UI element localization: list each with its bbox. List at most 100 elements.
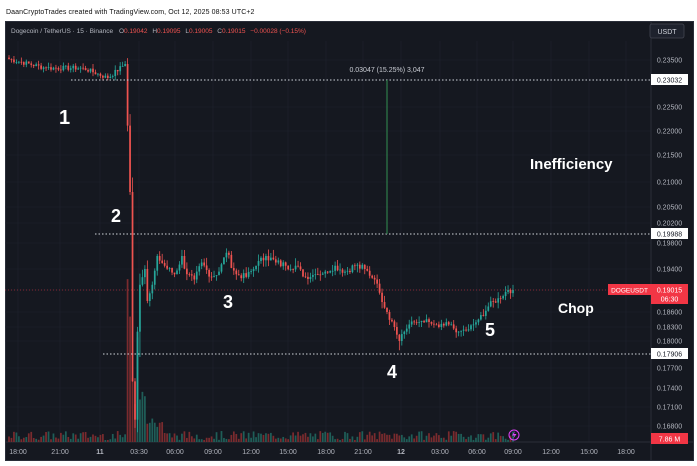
- volume-bar: [69, 438, 72, 442]
- volume-bar: [284, 438, 287, 442]
- y-tick-label: 0.19400: [657, 267, 682, 274]
- volume-bar: [492, 432, 495, 442]
- candle-body: [316, 274, 319, 276]
- volume-bar: [472, 439, 475, 442]
- annotation-4: 4: [387, 362, 397, 382]
- candle-body: [405, 328, 408, 332]
- candle-body: [499, 298, 502, 300]
- volume-bar: [198, 439, 201, 442]
- svg-text:0.19015: 0.19015: [657, 288, 682, 295]
- volume-bar: [37, 439, 40, 442]
- candle-body: [358, 264, 361, 269]
- volume-bar: [97, 437, 99, 442]
- candle-body: [368, 270, 371, 276]
- volume-bar: [121, 437, 124, 442]
- volume-bar: [499, 435, 502, 442]
- volume-bar: [341, 438, 344, 442]
- candle-body: [299, 266, 302, 270]
- price-tag-lower: 0.17906: [651, 348, 688, 359]
- volume-bar: [111, 433, 114, 442]
- candle-body: [13, 59, 15, 63]
- volume-bar: [460, 433, 462, 442]
- candle-body: [442, 323, 445, 326]
- svg-text:7.86 M: 7.86 M: [659, 437, 681, 444]
- candle-body: [354, 265, 356, 267]
- candle-body: [106, 75, 109, 78]
- volume-bar: [294, 435, 297, 442]
- volume-bar: [62, 434, 65, 442]
- candle-body: [351, 265, 354, 273]
- volume-bar: [465, 439, 467, 442]
- candle-body: [146, 269, 149, 301]
- volume-bar: [215, 432, 218, 442]
- currency-button[interactable]: USDT: [649, 23, 685, 39]
- x-tick-label: 06:00: [468, 449, 486, 456]
- y-tick-label: 0.20500: [657, 205, 682, 212]
- candle-body: [230, 254, 233, 268]
- candle-body: [240, 275, 243, 279]
- candlestick-chart[interactable]: 0.03047 (15.25%) 3,047 Dogecoin / Tether…: [5, 21, 694, 461]
- candle-body: [393, 321, 396, 327]
- price-tag-mid: 0.19988: [651, 228, 688, 239]
- candle-body: [109, 76, 112, 78]
- volume-bar: [52, 433, 55, 442]
- volume-bar: [287, 439, 290, 442]
- volume-bar: [274, 438, 277, 442]
- volume-bar: [116, 431, 119, 442]
- candle-body: [245, 273, 248, 277]
- candle-body: [161, 260, 164, 263]
- candle-body: [27, 61, 30, 64]
- volume-bar: [447, 431, 450, 442]
- candle-body: [62, 65, 65, 71]
- volume-bar: [452, 431, 455, 442]
- price-axis[interactable]: 0.235000.230000.225000.220000.215000.210…: [657, 58, 682, 431]
- volume-bar: [210, 436, 213, 442]
- volume-bar: [512, 431, 514, 442]
- candle-body: [467, 329, 470, 331]
- y-tick-label: 0.18600: [657, 310, 682, 317]
- candle-body: [126, 64, 129, 126]
- volume-bar: [386, 434, 388, 442]
- lightning-icon[interactable]: [508, 429, 520, 441]
- x-tick-label: 21:00: [354, 449, 372, 456]
- volume-bar: [74, 434, 77, 442]
- candle-body: [176, 270, 178, 275]
- candle-body: [462, 329, 465, 331]
- volume-bar: [297, 431, 299, 442]
- volume-bar: [228, 439, 230, 442]
- volume-bar: [171, 437, 173, 442]
- candle-body: [366, 269, 369, 271]
- volume-bar: [181, 433, 183, 442]
- candle-body: [79, 67, 82, 69]
- volume-bar: [40, 436, 42, 442]
- volume-bar: [208, 437, 210, 442]
- legend-symbol: Dogecoin / TetherUS · 15 · Binance: [11, 28, 114, 35]
- last-price-tag: 0.19015 06:30: [651, 284, 688, 304]
- candle-body: [97, 73, 99, 75]
- volume-bar: [497, 432, 500, 442]
- volume-tag: 7.86 M: [651, 433, 688, 444]
- volume-bar: [55, 437, 57, 442]
- volume-bar: [104, 439, 107, 442]
- annotation-inefficiency: Inefficiency: [530, 156, 613, 173]
- candle-body: [57, 68, 60, 70]
- candle-body: [84, 68, 87, 71]
- candle-body: [326, 271, 329, 273]
- time-axis[interactable]: 18:00 21:00 11 03:30 06:00 09:00 12:00 15:00 18:…: [9, 449, 635, 456]
- volume-bar: [304, 432, 307, 442]
- volume-bar: [507, 439, 509, 442]
- annotation-2: 2: [111, 206, 121, 226]
- symbol-tag: DOGEUSDT: [608, 284, 651, 295]
- candle-body: [494, 301, 497, 303]
- volume-bar: [450, 435, 453, 442]
- volume-bar: [223, 437, 225, 442]
- volume-bar: [148, 422, 151, 442]
- candle-body: [69, 68, 72, 70]
- volume-bar: [309, 433, 312, 442]
- volume-bar: [151, 418, 154, 442]
- candle-body: [220, 264, 223, 272]
- candle-body: [228, 252, 230, 255]
- candle-body: [349, 270, 351, 273]
- candle-body: [470, 325, 472, 330]
- legend-open: 0.19042: [124, 28, 148, 35]
